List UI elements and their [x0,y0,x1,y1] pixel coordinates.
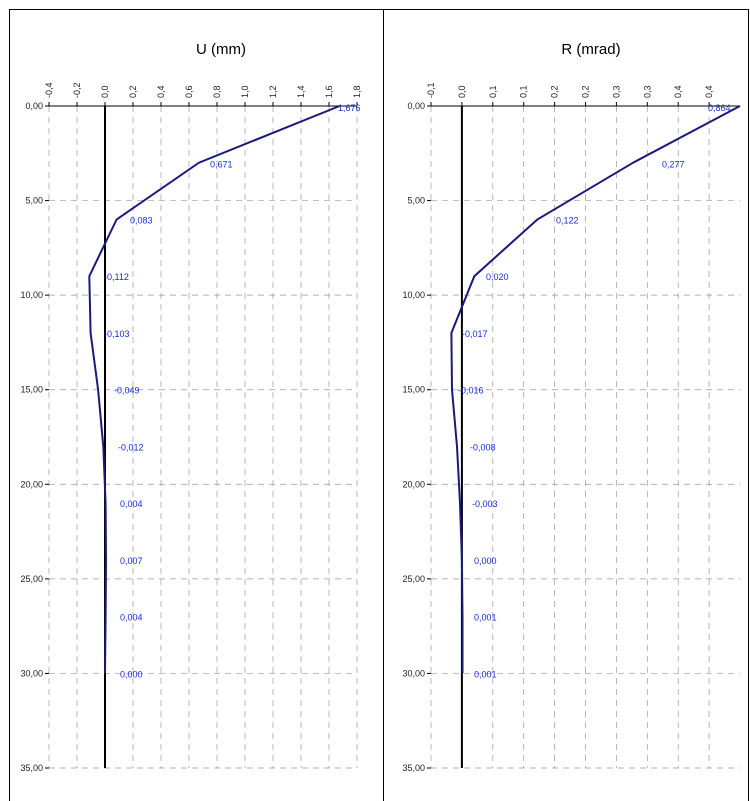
data-label: 0,671 [210,160,233,170]
y-tick-label: 10,00 [402,290,425,300]
data-label: -0,008 [470,442,496,452]
y-tick-label: 20,00 [402,479,425,489]
y-tick-label: 25,00 [20,574,43,584]
x-tick-label: -0,4 [44,82,54,98]
y-tick-label: 30,00 [20,668,43,678]
data-label: 0,020 [486,272,509,282]
x-tick-label: 1,4 [296,85,306,98]
x-tick-label: 0,2 [581,85,591,98]
x-tick-label: 0,2 [550,85,560,98]
data-label: 0,277 [662,160,685,170]
data-label: 0,001 [474,613,497,623]
y-tick-label: 30,00 [402,668,425,678]
x-tick-label: 0,3 [642,85,652,98]
x-tick-label: 0,2 [128,85,138,98]
x-tick-label: 0,6 [184,85,194,98]
y-tick-label: 35,00 [20,763,43,773]
x-tick-label: 0,0 [457,85,467,98]
x-tick-label: -0,2 [72,82,82,98]
chart-r: -0,1 0,0 0,1 0,1 0,2 0,2 0,3 0,3 0,4 0,4 0,00 5,00 1… [402,82,741,773]
chart-r-title: R (mrad) [561,41,620,58]
y-tick-label: 15,00 [20,385,43,395]
data-label: -0,016 [458,386,484,396]
data-label: 0,122 [556,215,579,225]
data-label: 0,083 [130,215,153,225]
data-label: 1,676 [338,103,361,113]
data-label: 0,864 [708,103,731,113]
panel-divider [383,9,384,801]
y-tick-label: 20,00 [20,479,43,489]
chart-u: -0,4 -0,2 0,0 0,2 0,4 0,6 0,8 1,0 1,2 1,4 1,6 1,8 0,… [20,82,362,773]
y-tick-label: 0,00 [25,101,43,111]
y-tick-label: 35,00 [402,763,425,773]
data-label: -0,012 [118,442,144,452]
data-label: 0,004 [120,499,143,509]
x-tick-label: 0,4 [673,85,683,98]
x-tick-label: 0,1 [519,85,529,98]
x-tick-label: 0,4 [704,85,714,98]
x-tick-label: 1,0 [240,85,250,98]
chart-u-title: U (mm) [196,41,246,58]
x-tick-label: 0,1 [488,85,498,98]
x-tick-label: -0,1 [426,82,436,98]
x-tick-label: 0,3 [611,85,621,98]
y-tick-label: 15,00 [402,385,425,395]
y-tick-label: 0,00 [407,101,425,111]
y-tick-label: 25,00 [402,574,425,584]
x-tick-label: 0,0 [100,85,110,98]
data-label: 0,000 [120,669,143,679]
x-tick-label: 0,8 [212,85,222,98]
data-label: 0,001 [474,669,497,679]
data-label: -0,017 [462,329,488,339]
series-line [88,105,340,674]
x-tick-label: 1,2 [268,85,278,98]
data-label: -0,003 [472,499,498,509]
data-label: -0,049 [114,386,140,396]
y-tick-label: 10,00 [20,290,43,300]
data-label: 0,004 [120,613,143,623]
x-tick-label: 1,8 [352,85,362,98]
y-tick-label: 5,00 [25,196,43,206]
y-tick-label: 5,00 [407,196,425,206]
data-label: -0,103 [104,329,130,339]
x-tick-label: 1,6 [324,85,334,98]
data-label: 0,007 [120,556,143,566]
series-line [450,105,741,674]
data-label: -0,112 [104,272,129,282]
x-tick-label: 0,4 [156,85,166,98]
figure-frame [9,9,749,801]
data-label: 0,000 [474,556,497,566]
